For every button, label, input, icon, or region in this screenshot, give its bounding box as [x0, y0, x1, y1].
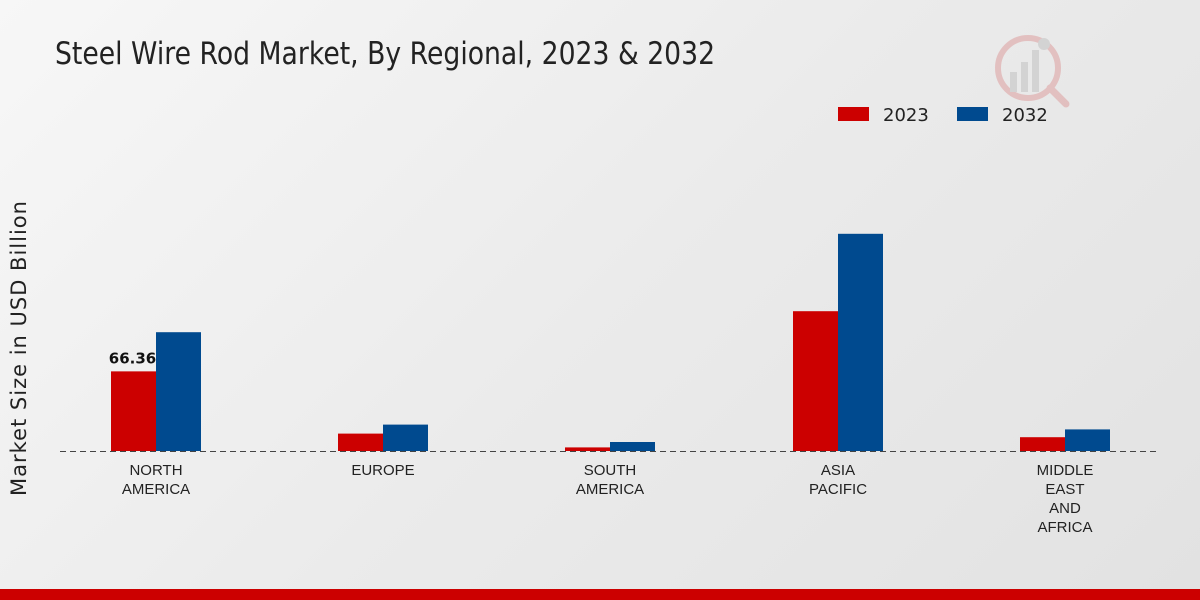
x-tick-label-line: AMERICA — [576, 481, 644, 498]
x-tick-label-line: AND — [1049, 500, 1081, 517]
legend-swatch-2023 — [838, 107, 869, 121]
legend-label-2032: 2032 — [1002, 105, 1048, 126]
legend: 2023 2032 — [838, 105, 1048, 126]
x-tick-label-line: EAST — [1045, 481, 1084, 498]
data-label-0: 66.36 — [109, 349, 156, 367]
x-tick-label-1: EUROPE — [351, 462, 414, 479]
bar-2032-4 — [1065, 429, 1110, 451]
x-tick-label-2: SOUTH AMERICA — [576, 462, 644, 498]
x-tick-label-3: ASIA PACIFIC — [809, 462, 867, 498]
bar-2032-2 — [610, 442, 655, 451]
x-axis-labels: NORTH AMERICA EUROPE SOUTH AMERICA ASIA PACIFI… — [122, 462, 1094, 536]
bar-2032-1 — [383, 424, 428, 451]
bars-group — [111, 233, 1110, 451]
bar-2032-3 — [838, 233, 883, 451]
x-tick-label-line: PACIFIC — [809, 481, 867, 498]
x-tick-label-4: MIDDLE EAST AND AFRICA — [1037, 462, 1094, 536]
chart-title: Steel Wire Rod Market, By Regional, 2023… — [55, 36, 716, 72]
bar-2032-0 — [156, 332, 201, 451]
x-tick-label-line: ASIA — [821, 462, 855, 479]
watermark-logo — [995, 35, 1070, 108]
x-tick-label-line: NORTH — [129, 462, 182, 479]
y-axis-label: Market Size in USD Billion — [7, 200, 31, 496]
x-tick-label-line: MIDDLE — [1037, 462, 1094, 479]
x-tick-label-line: EUROPE — [351, 462, 414, 479]
data-labels: 66.36 — [109, 349, 156, 367]
legend-label-2023: 2023 — [883, 105, 929, 126]
x-tick-label-line: AMERICA — [122, 481, 190, 498]
bar-2023-0 — [111, 371, 156, 451]
x-tick-label-line: AFRICA — [1037, 519, 1092, 536]
x-tick-label-line: SOUTH — [584, 462, 637, 479]
legend-swatch-2032 — [957, 107, 988, 121]
bar-2023-4 — [1020, 437, 1065, 451]
x-tick-label-0: NORTH AMERICA — [122, 462, 190, 498]
bottom-accent-bar — [0, 589, 1200, 600]
bar-2023-2 — [565, 447, 610, 451]
bar-2023-3 — [793, 311, 838, 451]
bar-2023-1 — [338, 433, 383, 451]
